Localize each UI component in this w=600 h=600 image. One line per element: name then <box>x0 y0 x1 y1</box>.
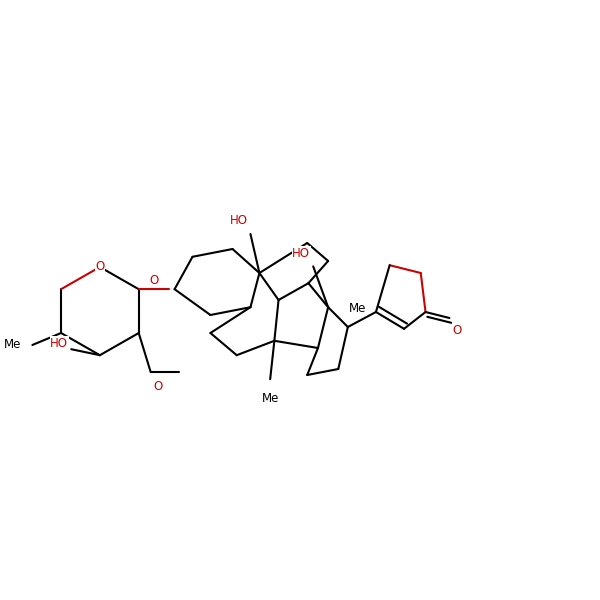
Text: Me: Me <box>4 338 22 352</box>
Text: O: O <box>95 260 104 274</box>
Text: HO: HO <box>50 337 68 350</box>
Text: O: O <box>452 324 461 337</box>
Text: HO: HO <box>229 214 247 227</box>
Text: HO: HO <box>292 247 310 260</box>
Text: O: O <box>154 380 163 394</box>
Text: Me: Me <box>262 392 279 406</box>
Text: Me: Me <box>349 302 367 316</box>
Text: O: O <box>149 274 158 287</box>
